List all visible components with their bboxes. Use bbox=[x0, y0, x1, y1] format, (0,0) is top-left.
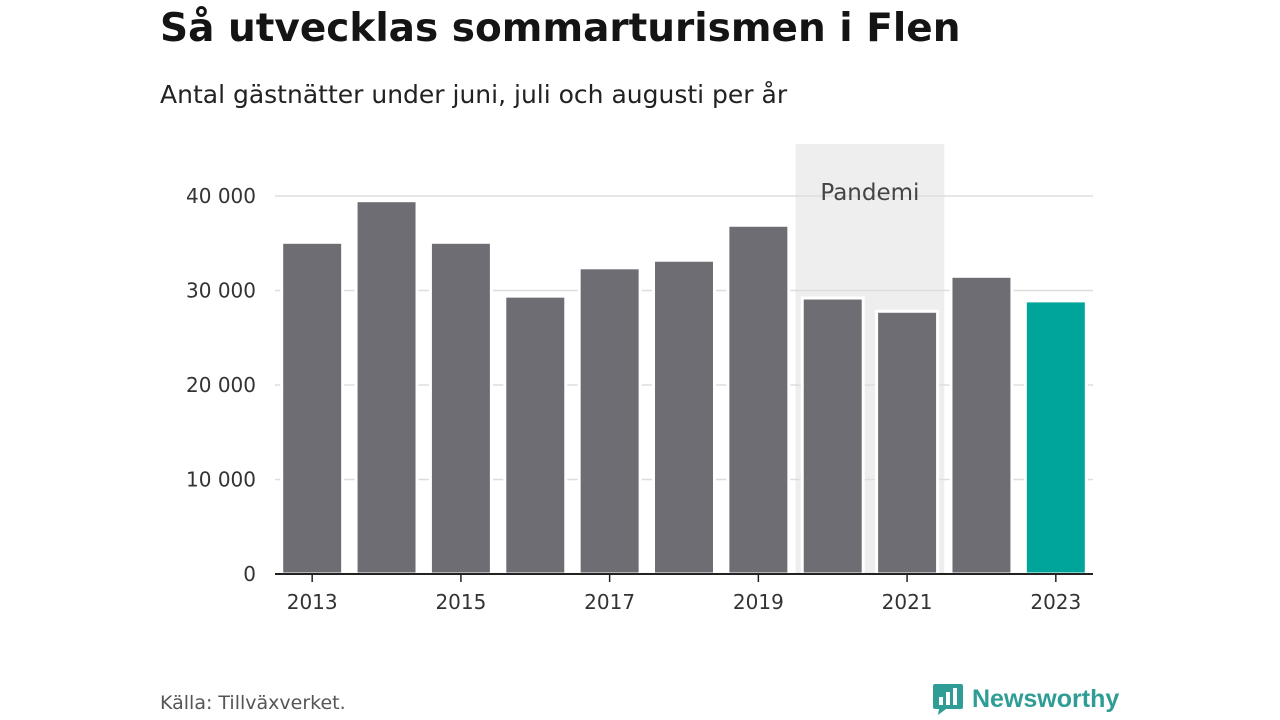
x-tick-label: 2019 bbox=[733, 590, 784, 614]
y-tick-label: 10 000 bbox=[186, 467, 256, 491]
bar-chart: 0 10 000 20 000 30 000 40 000 Pandemi 2013 2015… bbox=[186, 144, 1093, 614]
bar-2021 bbox=[875, 309, 940, 576]
y-tick-label: 20 000 bbox=[186, 373, 256, 397]
bar-2019 bbox=[726, 223, 791, 576]
y-tick-label: 40 000 bbox=[186, 184, 256, 208]
x-tick-label: 2015 bbox=[435, 590, 486, 614]
x-tick-label: 2017 bbox=[584, 590, 635, 614]
pandemic-label: Pandemi bbox=[820, 180, 919, 206]
bar-2014 bbox=[354, 199, 419, 576]
x-tick-label: 2021 bbox=[882, 590, 933, 614]
bar-2023 bbox=[1023, 299, 1088, 576]
x-tick-label: 2023 bbox=[1030, 590, 1081, 614]
bar-2022 bbox=[949, 274, 1014, 576]
brand-name: Newsworthy bbox=[972, 684, 1120, 713]
bar-2013 bbox=[280, 240, 345, 576]
source-note: Källa: Tillväxverket. bbox=[160, 692, 346, 714]
y-tick-label: 30 000 bbox=[186, 278, 256, 302]
newsworthy-logo-icon bbox=[933, 684, 963, 715]
bar-2018 bbox=[652, 258, 716, 576]
bar-2020 bbox=[800, 296, 865, 576]
chart-title: Så utvecklas sommarturismen i Flen bbox=[160, 6, 961, 51]
bar-2015 bbox=[428, 240, 493, 576]
bar-2017 bbox=[577, 266, 642, 576]
brand-logo: Newsworthy bbox=[932, 682, 1119, 716]
x-tick-label: 2013 bbox=[287, 590, 338, 614]
chart-subtitle: Antal gästnätter under juni, juli och au… bbox=[160, 80, 788, 109]
bar-2016 bbox=[503, 294, 568, 576]
y-tick-label: 0 bbox=[243, 562, 256, 586]
